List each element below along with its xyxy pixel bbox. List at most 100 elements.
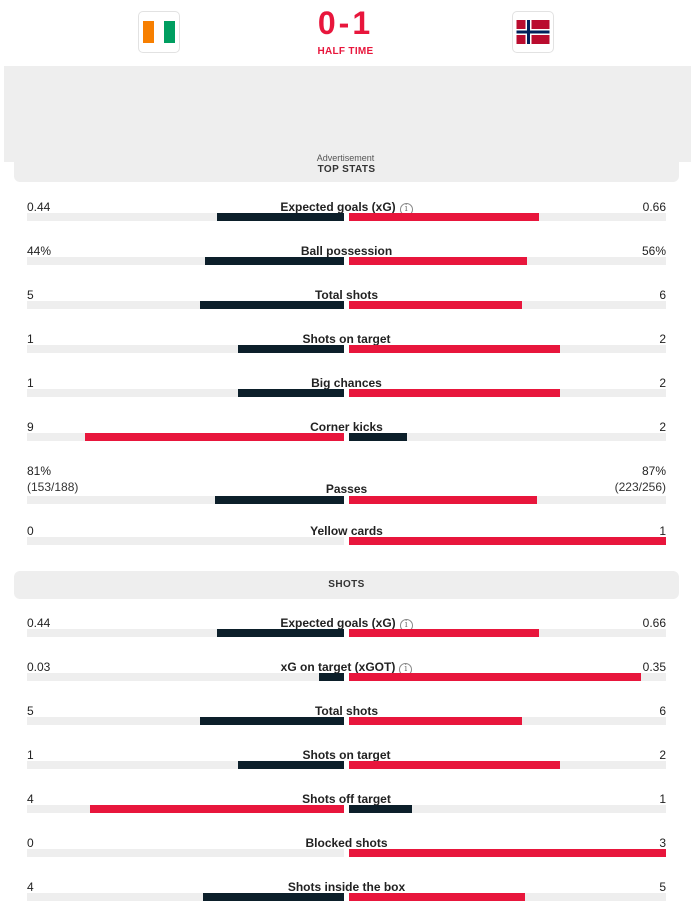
advertisement-label: Advertisement <box>316 153 375 163</box>
stat-label: Shots inside the box <box>27 880 666 894</box>
stat-label-text: Shots inside the box <box>287 880 406 894</box>
home-stat-bar <box>215 496 344 504</box>
home-stat-bar-track <box>27 673 344 681</box>
stat-label-text: Shots off target <box>302 792 391 806</box>
away-stat-bar-track <box>349 673 666 681</box>
home-stat-bar-track <box>27 629 344 637</box>
away-stat-value: 1 <box>659 524 666 538</box>
away-stat-bar-track <box>349 629 666 637</box>
home-stat-value: 4 <box>27 792 34 806</box>
ad-edge <box>0 66 4 162</box>
stat-label-text: Blocked shots <box>305 836 388 850</box>
stat-label: Shots on target <box>27 748 666 762</box>
away-team-flag[interactable] <box>512 11 554 53</box>
home-stat-bar <box>217 213 344 221</box>
home-stat-bar <box>238 761 344 769</box>
away-stat-bar <box>349 673 641 681</box>
stat-row: 5 6 Total shots <box>27 704 666 734</box>
stat-label-text: Total shots <box>314 704 379 718</box>
home-stat-bar <box>203 893 344 901</box>
stat-label-text: Shots on target <box>302 332 391 346</box>
stat-row: 4 1 Shots off target <box>27 792 666 822</box>
stat-row: 44% 56% Ball possession <box>27 244 666 274</box>
home-stat-bar-track <box>27 717 344 725</box>
home-stat-bar-track <box>27 433 344 441</box>
away-stat-bar-track <box>349 345 666 353</box>
away-stat-value: 0.66 <box>642 200 666 214</box>
away-stat-value: 5 <box>659 880 666 894</box>
home-stat-bar-track <box>27 496 344 504</box>
home-team-flag[interactable] <box>138 11 180 53</box>
away-stat-bar-track <box>349 257 666 265</box>
stat-row: 0 3 Blocked shots <box>27 836 666 866</box>
stat-label-text: Ball possession <box>300 244 393 258</box>
home-stat-bar <box>200 717 344 725</box>
stat-label-text: Expected goals (xG) <box>280 200 396 214</box>
home-stat-bar-track <box>27 213 344 221</box>
home-stat-value: 81% <box>27 464 52 478</box>
top-stats-title: TOP STATS <box>317 164 376 175</box>
away-stat-detail: (223/256) <box>614 480 666 494</box>
stat-row: 81% 87% (153/188) (223/256) Passes <box>27 464 666 504</box>
home-stat-value: 5 <box>27 288 34 302</box>
away-stat-bar <box>349 849 666 857</box>
home-stat-detail: (153/188) <box>27 480 79 494</box>
home-stat-bar-track <box>27 761 344 769</box>
home-stat-value: 1 <box>27 748 34 762</box>
home-stat-bar <box>217 629 344 637</box>
away-stat-value: 2 <box>659 748 666 762</box>
home-stat-bar <box>90 805 344 813</box>
match-header: 0-1 HALF TIME <box>0 0 691 66</box>
home-stat-bar-track <box>27 301 344 309</box>
away-stat-bar <box>349 213 539 221</box>
home-stat-bar-track <box>27 805 344 813</box>
away-stat-bar-track <box>349 761 666 769</box>
stat-label: Expected goals (xG) i <box>27 200 666 216</box>
norway-flag-icon <box>516 20 550 44</box>
away-stat-bar <box>349 257 527 265</box>
home-stat-value: 5 <box>27 704 34 718</box>
away-stat-bar <box>349 629 539 637</box>
away-stat-bar <box>349 345 560 353</box>
home-stat-bar <box>205 257 344 265</box>
home-stat-bar <box>200 301 344 309</box>
stat-row: 0 1 Yellow cards <box>27 524 666 554</box>
away-stat-value: 0.66 <box>642 616 666 630</box>
stat-label: Shots off target <box>27 792 666 806</box>
ivory-coast-flag-icon <box>143 21 176 43</box>
advertisement-area <box>0 66 691 162</box>
away-stat-value: 2 <box>659 332 666 346</box>
home-stat-bar-track <box>27 893 344 901</box>
stat-label: Total shots <box>27 288 666 302</box>
stat-label-text: Expected goals (xG) <box>280 616 396 630</box>
stat-row: 0.44 0.66 Expected goals (xG) i <box>27 616 666 646</box>
shots-title: SHOTS <box>328 579 365 590</box>
home-stat-value: 44% <box>27 244 52 258</box>
away-stat-bar <box>349 537 666 545</box>
away-stat-bar <box>349 389 560 397</box>
stat-label: Shots on target <box>27 332 666 346</box>
stat-row: 0.44 0.66 Expected goals (xG) i <box>27 200 666 230</box>
away-stat-bar <box>349 761 560 769</box>
away-stat-bar <box>349 301 522 309</box>
stat-label: Big chances <box>27 376 666 390</box>
home-stat-value: 1 <box>27 332 34 346</box>
away-stat-bar <box>349 805 412 813</box>
home-stat-bar-track <box>27 389 344 397</box>
home-stat-bar-track <box>27 257 344 265</box>
home-stat-value: 0.03 <box>27 660 51 674</box>
away-stat-bar <box>349 433 407 441</box>
home-stat-bar-track <box>27 345 344 353</box>
away-stat-value: 87% <box>641 464 666 478</box>
match-status: HALF TIME <box>317 46 374 57</box>
home-stat-value: 0.44 <box>27 616 51 630</box>
home-stat-bar-track <box>27 537 344 545</box>
stat-label-text: Corner kicks <box>310 420 383 434</box>
away-stat-bar-track <box>349 301 666 309</box>
away-stat-bar-track <box>349 893 666 901</box>
home-stat-value: 0.44 <box>27 200 51 214</box>
home-stat-bar <box>85 433 344 441</box>
stat-label: Yellow cards <box>27 524 666 538</box>
home-stat-value: 0 <box>27 836 34 850</box>
home-stat-bar-track <box>27 849 344 857</box>
